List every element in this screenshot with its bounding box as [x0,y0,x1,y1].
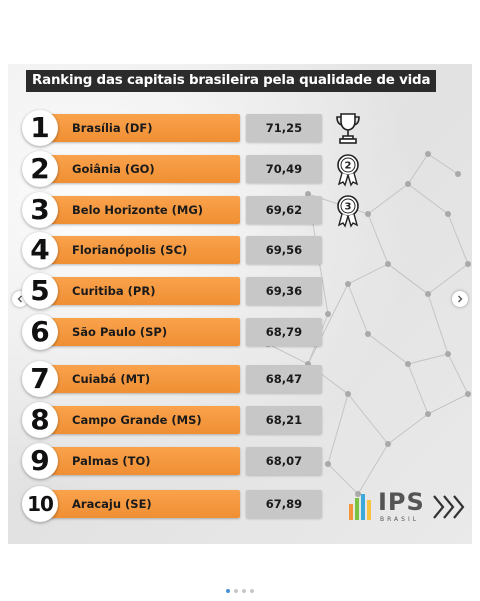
rank-number: 10 [22,486,58,522]
ips-brasil-logo: IPS BRASIL [348,488,468,528]
city-name: Palmas (TO) [72,454,151,468]
chevron-right-icon [458,295,463,303]
ranking-row: Aracaju (SE) 10 67,89 [22,484,352,524]
score-value: 68,79 [246,318,322,346]
pager-dot[interactable] [242,589,246,593]
city-name: Cuiabá (MT) [72,372,151,386]
score-value: 67,89 [246,490,322,518]
triple-chevron-right-icon [433,495,465,519]
rank-number: 5 [22,273,58,309]
city-bar: Aracaju (SE) [44,490,240,518]
score-value: 68,47 [246,365,322,393]
city-bar: Curitiba (PR) [44,277,240,305]
city-name: Aracaju (SE) [72,497,152,511]
ranking-row: Campo Grande (MS) 8 68,21 [22,400,352,440]
chevron-left-icon [17,295,22,303]
carousel-pager [0,578,480,597]
ranking-row: São Paulo (SP) 6 68,79 [22,312,352,352]
ranking-row: Brasília (DF) 1 71,25 [22,108,360,148]
rank-number: 2 [22,151,58,187]
trophy-icon [336,113,360,144]
medal-icon: 3 [337,195,359,228]
pager-dot[interactable] [250,589,254,593]
city-name: Brasília (DF) [72,121,153,135]
city-bar: Goiânia (GO) [44,155,240,183]
city-bar: Brasília (DF) [44,114,240,142]
ranking-row: Florianópolis (SC) 4 69,56 [22,230,352,270]
score-value: 69,62 [246,196,322,224]
page-title: Ranking das capitais brasileira pela qua… [26,70,437,92]
logo-bars-icon [349,494,371,520]
pager-dot[interactable] [226,589,230,593]
score-value: 68,07 [246,447,322,475]
city-bar: Campo Grande (MS) [44,406,240,434]
city-name: Florianópolis (SC) [72,243,188,257]
ranking-row: Curitiba (PR) 5 69,36 [22,271,352,311]
score-value: 70,49 [246,155,322,183]
city-name: Curitiba (PR) [72,284,156,298]
city-bar: São Paulo (SP) [44,318,240,346]
rank-number: 6 [22,314,58,350]
city-bar: Cuiabá (MT) [44,365,240,393]
rank-number: 4 [22,232,58,268]
medal-number: 3 [345,202,352,213]
city-name: Belo Horizonte (MG) [72,203,204,217]
city-bar: Florianópolis (SC) [44,236,240,264]
ranking-row: Palmas (TO) 9 68,07 [22,441,352,481]
medal-icon: 2 [337,154,359,187]
score-value: 68,21 [246,406,322,434]
city-name: São Paulo (SP) [72,325,168,339]
score-value: 71,25 [246,114,322,142]
rank-number: 8 [22,402,58,438]
rank-number: 7 [22,361,58,397]
rank-number: 1 [22,110,58,146]
carousel-next-button[interactable] [452,291,468,307]
city-bar: Belo Horizonte (MG) [44,196,240,224]
city-bar: Palmas (TO) [44,447,240,475]
ranking-row: Goiânia (GO) 2 70,49 2 [22,149,359,189]
ranking-row: Belo Horizonte (MG) 3 69,62 3 [22,190,359,230]
ranking-card: Ranking das capitais brasileira pela qua… [8,64,472,544]
city-name: Goiânia (GO) [72,162,155,176]
logo-name: IPS [378,488,425,516]
city-name: Campo Grande (MS) [72,413,202,427]
score-value: 69,36 [246,277,322,305]
medal-number: 2 [345,161,352,172]
pager-dot[interactable] [234,589,238,593]
score-value: 69,56 [246,236,322,264]
logo-subtitle: BRASIL [380,516,420,523]
rank-number: 3 [22,192,58,228]
rank-number: 9 [22,443,58,479]
ranking-row: Cuiabá (MT) 7 68,47 [22,359,352,399]
network-map-background [265,151,471,497]
